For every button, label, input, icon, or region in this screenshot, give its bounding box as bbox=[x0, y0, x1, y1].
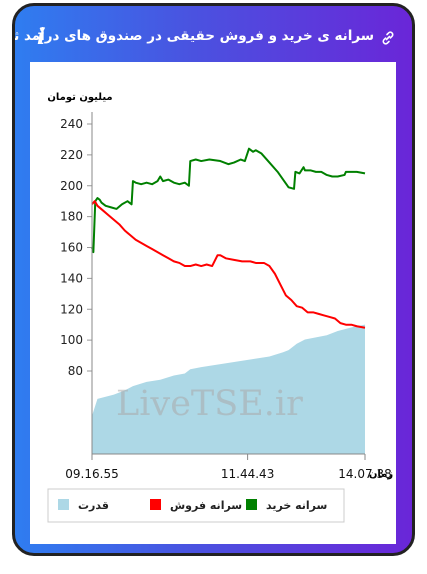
chart-panel: میلیون تومان زمان 80 100 120 140 160 180 200 22… bbox=[30, 62, 396, 544]
legend-label[interactable]: قدرت bbox=[78, 499, 109, 512]
series-sell-line bbox=[91, 200, 366, 329]
y-tick-label: 240 bbox=[60, 117, 83, 131]
watermark: LiveTSE.ir bbox=[116, 384, 303, 424]
widget-header: i سرانه ی خرید و فروش حقیقی در صندوق های… bbox=[15, 6, 412, 62]
legend-label[interactable]: سرانه فروش bbox=[170, 499, 242, 512]
y-tick-label: 180 bbox=[60, 210, 83, 224]
y-tick-label: 100 bbox=[60, 333, 83, 347]
widget-title: سرانه ی خرید و فروش حقیقی در صندوق های د… bbox=[12, 28, 374, 44]
legend-swatch bbox=[58, 499, 69, 510]
legend-swatch bbox=[246, 499, 257, 510]
legend-swatch bbox=[150, 499, 161, 510]
y-tick-label: 160 bbox=[60, 241, 83, 255]
series-buy-line bbox=[91, 147, 366, 254]
series-power-area bbox=[92, 324, 365, 454]
legend-label[interactable]: سرانه خرید bbox=[266, 499, 327, 512]
x-tick-label: 09.16.55 bbox=[65, 467, 118, 481]
widget-frame: i سرانه ی خرید و فروش حقیقی در صندوق های… bbox=[12, 3, 415, 556]
y-tick-label: 200 bbox=[60, 179, 83, 193]
line-chart: میلیون تومان زمان 80 100 120 140 160 180 200 22… bbox=[47, 92, 393, 523]
info-icon[interactable]: i bbox=[37, 24, 46, 50]
y-tick-label: 140 bbox=[60, 271, 83, 285]
legend-box bbox=[47, 488, 345, 523]
x-tick-label: 11.44.43 bbox=[221, 467, 274, 481]
x-axis-label: زمان bbox=[369, 469, 393, 480]
y-tick-label: 220 bbox=[60, 148, 83, 162]
x-tick-label: 14.07.38 bbox=[338, 467, 391, 481]
y-axis-label: میلیون تومان bbox=[47, 92, 112, 103]
link-icon[interactable] bbox=[380, 30, 396, 46]
y-tick-label: 120 bbox=[60, 302, 83, 316]
y-tick-label: 80 bbox=[68, 364, 83, 378]
